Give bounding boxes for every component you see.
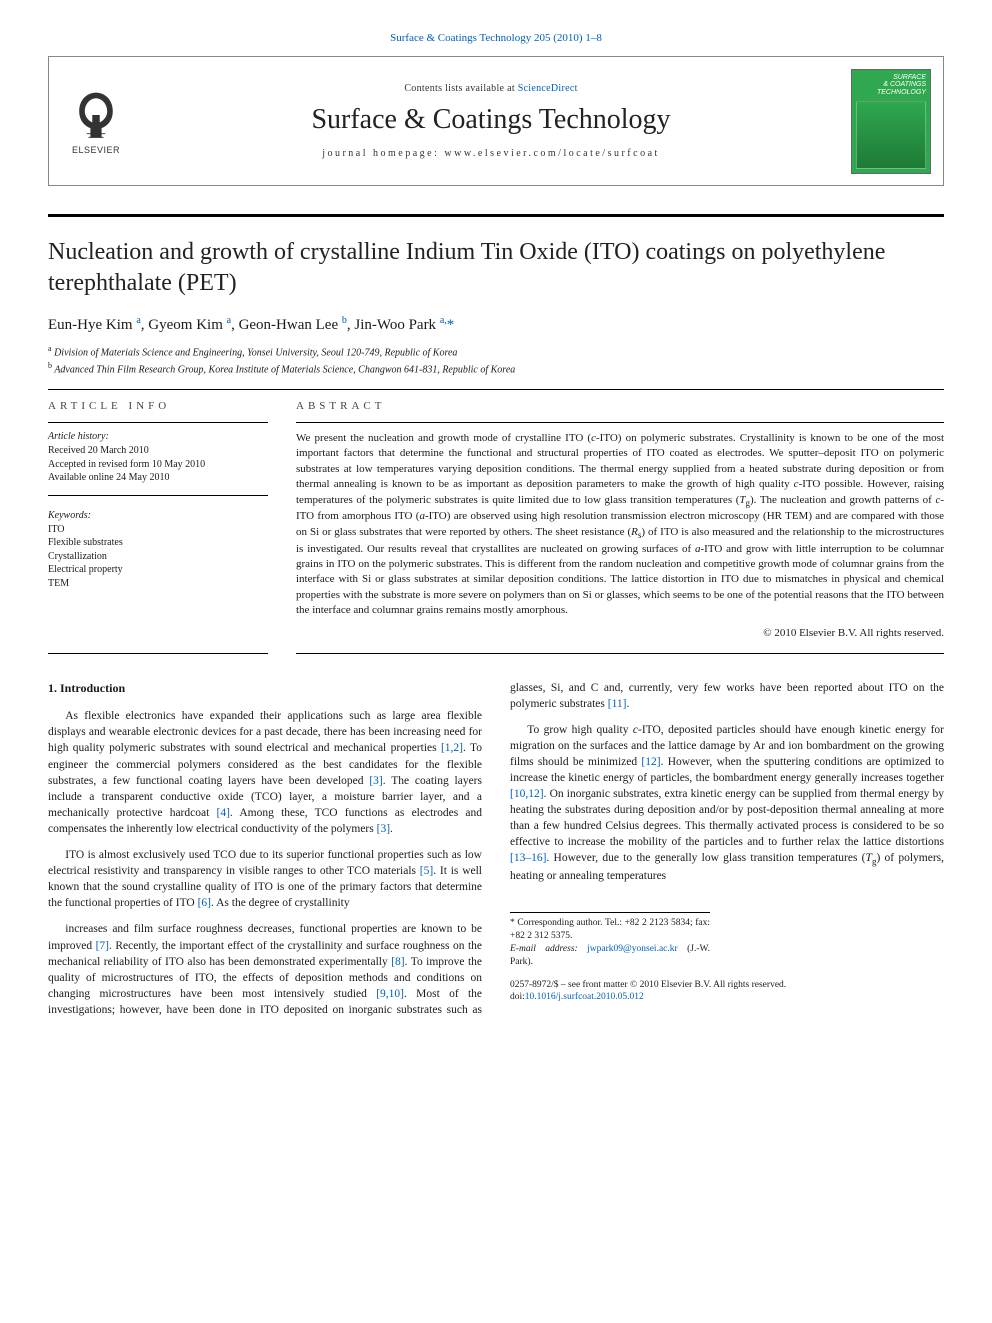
citation-link[interactable]: [13–16] — [510, 852, 546, 864]
contents-lists-line: Contents lists available at ScienceDirec… — [131, 83, 851, 94]
citation-link[interactable]: [12] — [641, 756, 660, 768]
body-paragraph: ITO is almost exclusively used TCO due t… — [48, 847, 482, 911]
history-item: Available online 24 May 2010 — [48, 471, 268, 485]
article-title: Nucleation and growth of crystalline Ind… — [48, 237, 944, 299]
doi-line: doi:10.1016/j.surfcoat.2010.05.012 — [510, 991, 944, 1004]
rule-thin-top — [48, 389, 944, 390]
keyword-item: Electrical property — [48, 563, 268, 577]
contents-prefix: Contents lists available at — [404, 83, 517, 94]
email-label: E-mail address: — [510, 944, 578, 954]
citation-link[interactable]: [6] — [198, 897, 211, 909]
abstract-text: We present the nucleation and growth mod… — [296, 431, 944, 618]
elsevier-tree-icon — [68, 87, 124, 143]
citation-link[interactable]: [7] — [96, 940, 109, 952]
running-header: Surface & Coatings Technology 205 (2010)… — [48, 32, 944, 44]
body-columns: 1. Introduction As flexible electronics … — [48, 680, 944, 1018]
info-abstract-row: ARTICLE INFO Article history: Received 2… — [48, 400, 944, 638]
issn-doi-block: 0257-8972/$ – see front matter © 2010 El… — [510, 979, 944, 1005]
affiliation-line: b Advanced Thin Film Research Group, Kor… — [48, 361, 944, 375]
journal-homepage-line: journal homepage: www.elsevier.com/locat… — [131, 148, 851, 159]
keywords-label: Keywords: — [48, 510, 268, 521]
citation-link[interactable]: [3] — [369, 775, 382, 787]
section-heading-intro: 1. Introduction — [48, 680, 482, 697]
cover-title: SURFACE & COATINGS TECHNOLOGY — [852, 70, 930, 97]
citation-link[interactable]: [3] — [377, 823, 390, 835]
info-rule-2 — [48, 495, 268, 496]
info-rule — [48, 422, 268, 423]
footnotes-block: * Corresponding author. Tel.: +82 2 2123… — [510, 912, 710, 968]
elsevier-brand-text: ELSEVIER — [72, 145, 120, 155]
keyword-item: Crystallization — [48, 550, 268, 564]
email-row: E-mail address: jwpark09@yonsei.ac.kr (J… — [510, 943, 710, 969]
citation-link[interactable]: [4] — [217, 807, 230, 819]
history-item: Received 20 March 2010 — [48, 444, 268, 458]
history-label: Article history: — [48, 431, 268, 442]
citation-link[interactable]: [1,2] — [441, 742, 463, 754]
body-paragraph: To grow high quality c-ITO, deposited pa… — [510, 722, 944, 885]
issn-line: 0257-8972/$ – see front matter © 2010 El… — [510, 979, 944, 992]
citation-link[interactable]: [11] — [608, 698, 627, 710]
authors-line: Eun-Hye Kim a, Gyeom Kim a, Geon-Hwan Le… — [48, 315, 944, 334]
keyword-item: TEM — [48, 577, 268, 591]
journal-cover-thumb: SURFACE & COATINGS TECHNOLOGY — [851, 69, 931, 174]
citation-link[interactable]: [5] — [420, 865, 433, 877]
journal-header-box: ELSEVIER Contents lists available at Sci… — [48, 56, 944, 186]
abstract-label: ABSTRACT — [296, 400, 944, 412]
citation-link[interactable]: [8] — [391, 956, 404, 968]
journal-name: Surface & Coatings Technology — [131, 104, 851, 136]
elsevier-logo: ELSEVIER — [61, 76, 131, 166]
doi-link[interactable]: 10.1016/j.surfcoat.2010.05.012 — [525, 992, 644, 1002]
sciencedirect-link[interactable]: ScienceDirect — [518, 83, 578, 94]
copyright-line: © 2010 Elsevier B.V. All rights reserved… — [296, 627, 944, 639]
body-paragraph: As flexible electronics have expanded th… — [48, 708, 482, 837]
running-header-link[interactable]: Surface & Coatings Technology 205 (2010)… — [390, 32, 602, 44]
cover-image-placeholder — [856, 101, 926, 169]
corresponding-author-note: * Corresponding author. Tel.: +82 2 2123… — [510, 917, 710, 943]
article-info-label: ARTICLE INFO — [48, 400, 268, 412]
abstract-bottom-rule — [296, 653, 944, 654]
rule-thick — [48, 214, 944, 217]
citation-link[interactable]: [9,10] — [376, 988, 404, 1000]
article-info-block: ARTICLE INFO Article history: Received 2… — [48, 400, 268, 638]
abstract-block: ABSTRACT We present the nucleation and g… — [296, 400, 944, 638]
info-bottom-rule — [48, 653, 268, 654]
history-item: Accepted in revised form 10 May 2010 — [48, 458, 268, 472]
keyword-item: Flexible substrates — [48, 536, 268, 550]
citation-link[interactable]: [10,12] — [510, 788, 544, 800]
corresponding-email-link[interactable]: jwpark09@yonsei.ac.kr — [587, 944, 678, 954]
abstract-rule — [296, 422, 944, 423]
header-center-block: Contents lists available at ScienceDirec… — [131, 83, 851, 159]
keyword-item: ITO — [48, 523, 268, 537]
affiliation-line: a Division of Materials Science and Engi… — [48, 344, 944, 358]
